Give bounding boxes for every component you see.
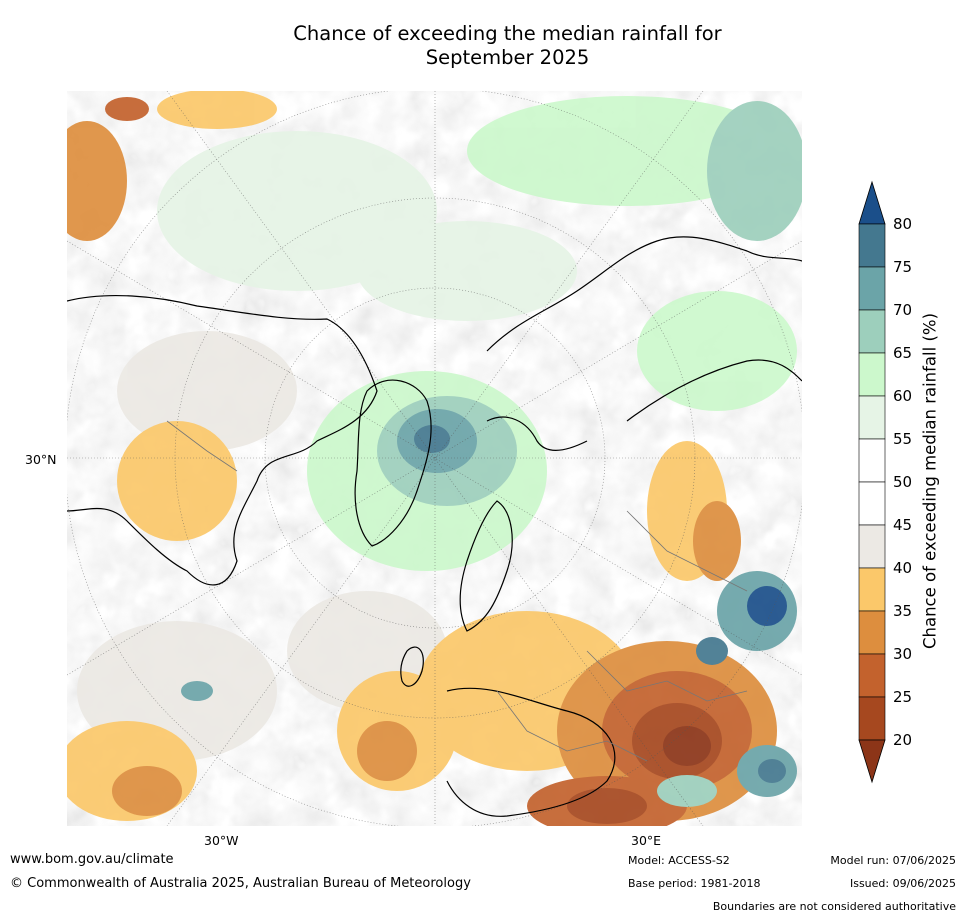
colorbar-segment-25_30 [858,653,886,698]
colorbar-segment-65_70 [858,309,886,354]
website-link[interactable]: www.bom.gov.au/climate [10,852,174,867]
colorbar-tick-55: 55 [893,430,913,448]
probability-fields [67,91,802,826]
colorbar-tick-65: 65 [893,344,913,362]
latitude-label: 30°N [25,452,57,467]
colorbar-extend-min [858,739,886,784]
map-title: Chance of exceeding the median rainfall … [293,22,722,69]
colorbar-tick-45: 45 [893,516,913,534]
colorbar-tick-40: 40 [893,559,913,577]
disclaimer-text: Boundaries are not considered authoritat… [712,900,956,913]
issued-text: Issued: 09/06/2025 [849,877,956,890]
longitude-label-30w: 30°W [204,833,239,848]
colorbar-tick-25: 25 [893,688,913,706]
coastlines [67,236,802,817]
colorbar-tick-35: 35 [893,602,913,620]
colorbar-segment-50_55 [858,438,886,483]
colorbar [858,180,886,784]
graticule [67,91,802,826]
colorbar-tick-20: 20 [893,731,913,749]
colorbar-segment-30_35 [858,610,886,655]
copyright-text: © Commonwealth of Australia 2025, Austra… [10,876,471,891]
colorbar-label: Chance of exceeding median rainfall (%) [920,312,940,650]
colorbar-tick-60: 60 [893,387,913,405]
colorbar-tick-30: 30 [893,645,913,663]
colorbar-segment-35_40 [858,567,886,612]
rainfall-map [67,91,802,826]
colorbar-extend-max [858,180,886,225]
model-text: Model: ACCESS-S2 [628,854,730,867]
colorbar-segment-75_80 [858,223,886,268]
colorbar-tick-75: 75 [893,258,913,276]
colorbar-segment-40_45 [858,524,886,569]
longitude-label-30e: 30°E [631,833,662,848]
colorbar-segment-20_25 [858,696,886,741]
colorbar-segment-55_60 [858,395,886,440]
colorbar-tick-50: 50 [893,473,913,491]
borders [166,420,748,762]
colorbar-segment-70_75 [858,266,886,311]
colorbar-tick-70: 70 [893,301,913,319]
base-period-text: Base period: 1981-2018 [628,877,761,890]
model-run-text: Model run: 07/06/2025 [830,854,956,867]
colorbar-segment-45_50 [858,481,886,526]
colorbar-segment-60_65 [858,352,886,397]
colorbar-tick-80: 80 [893,215,913,233]
